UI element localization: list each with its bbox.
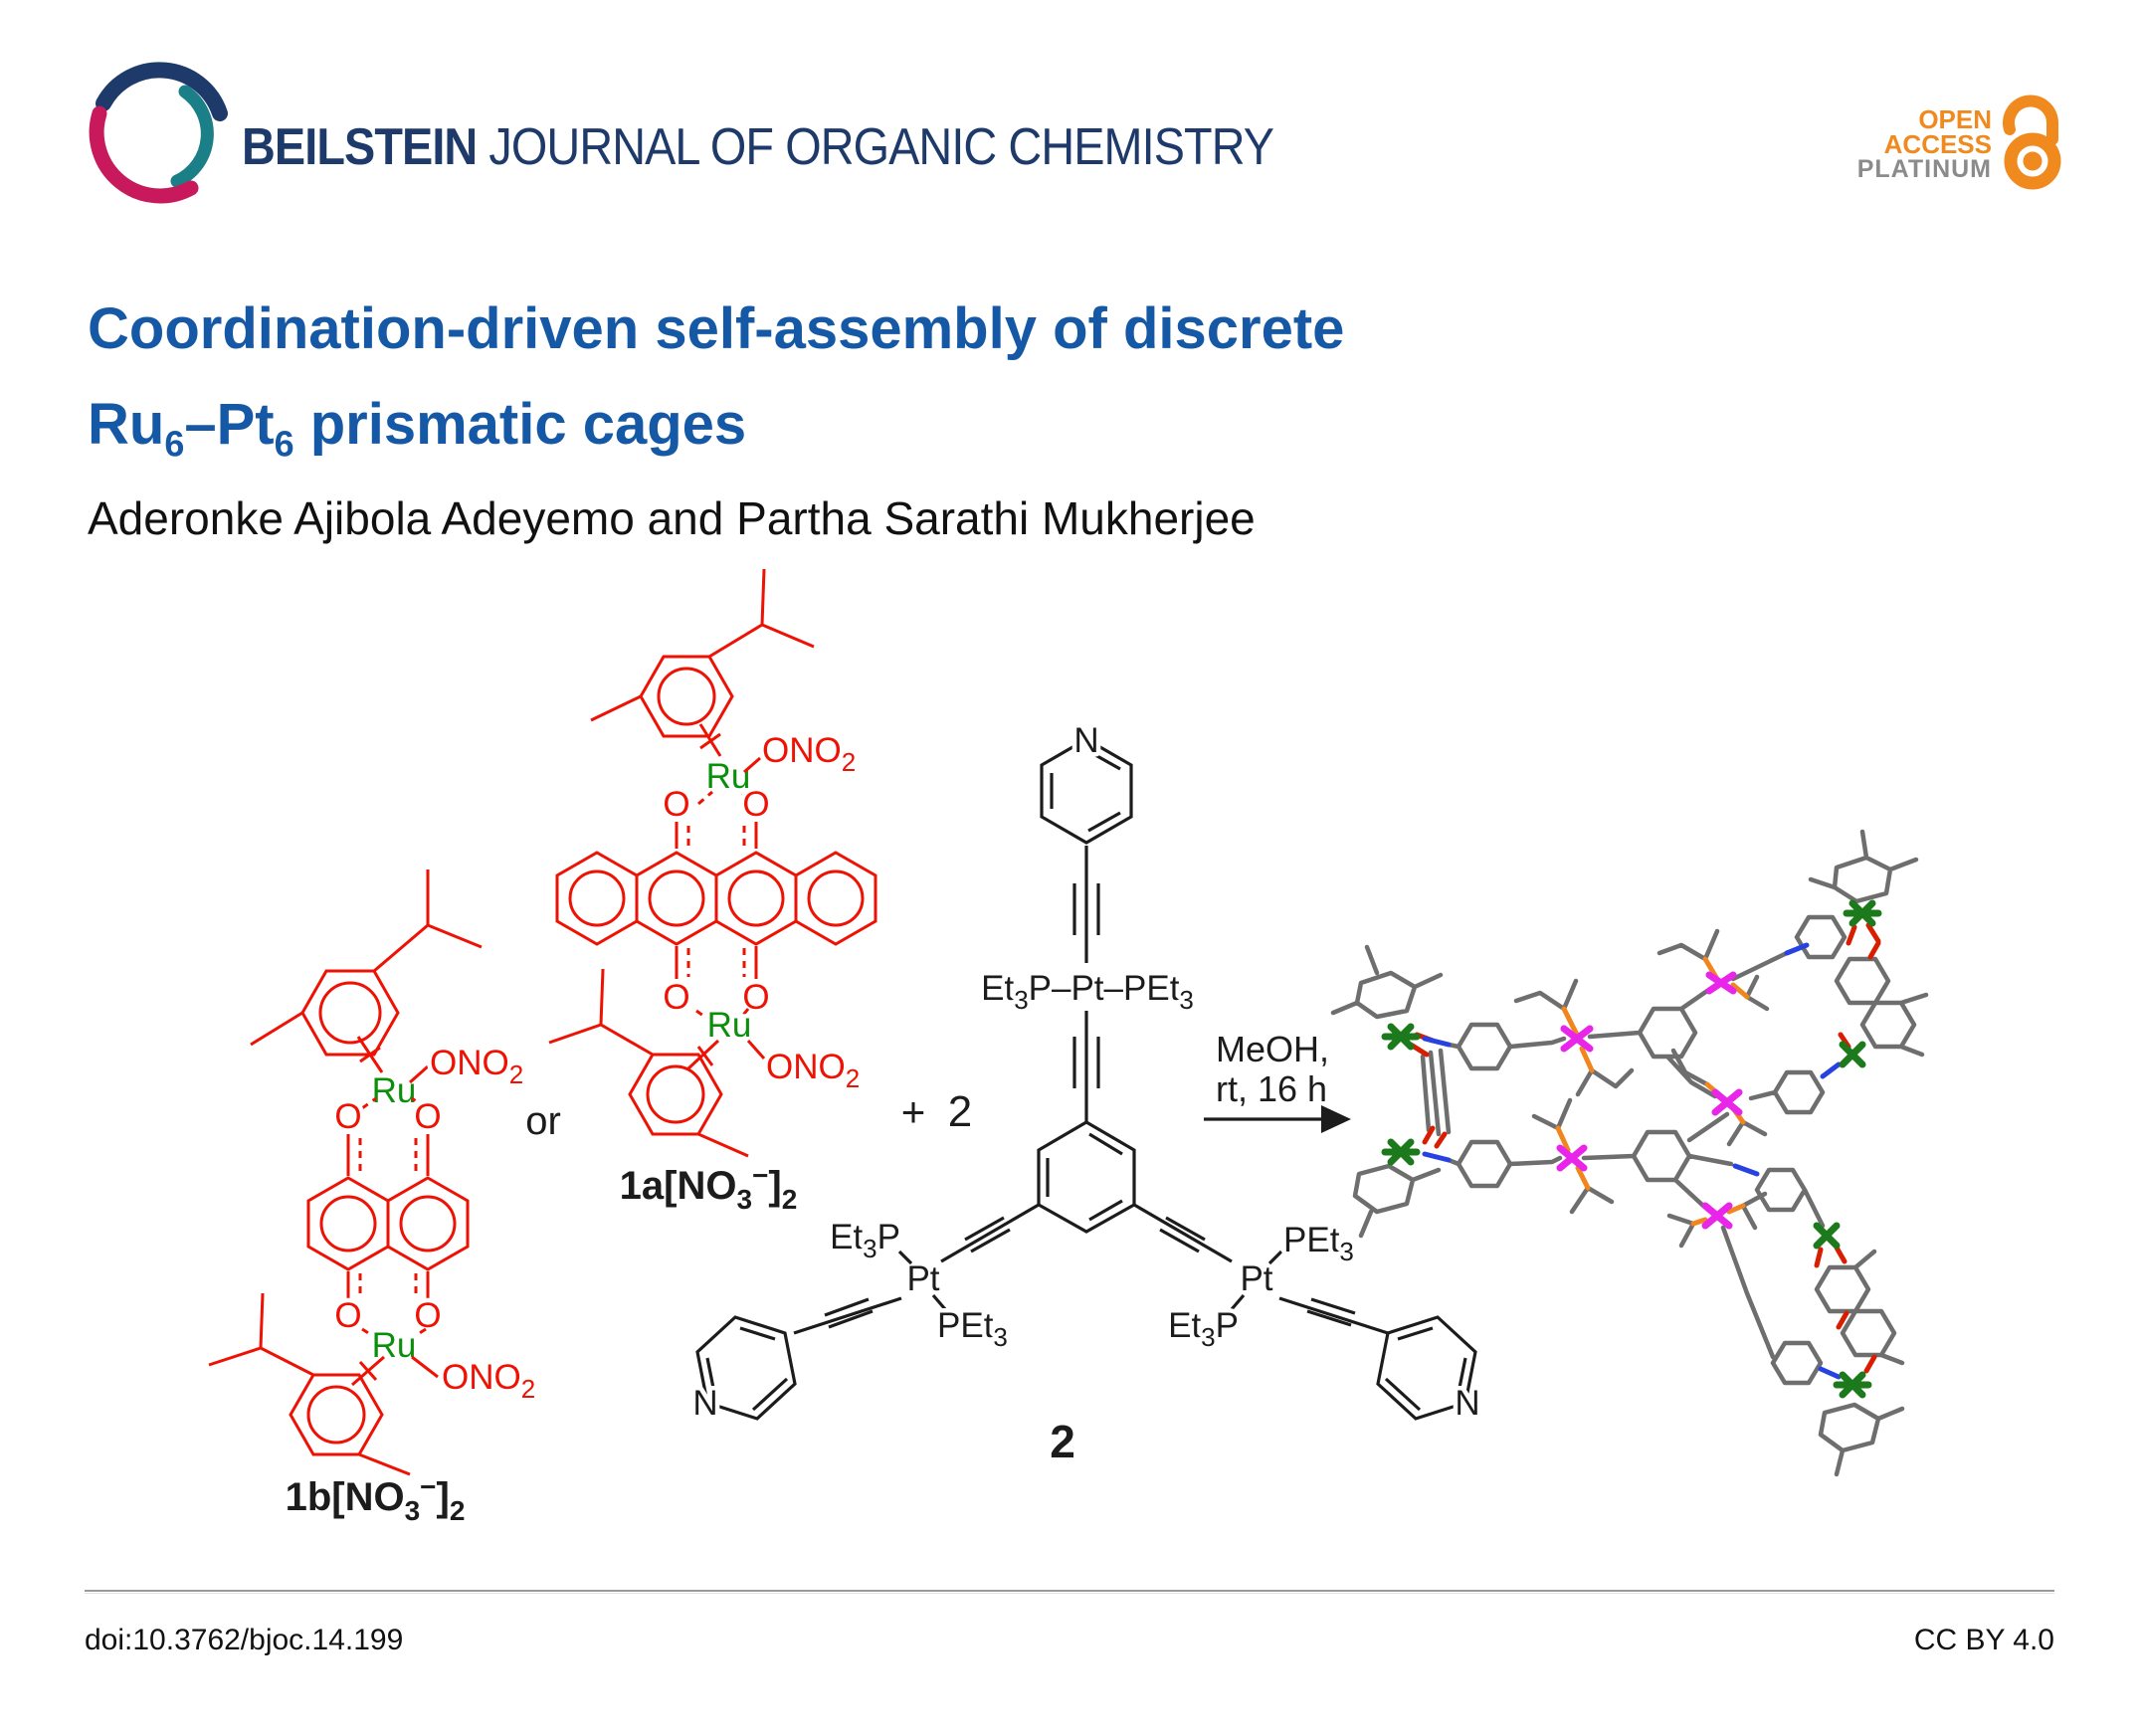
compound-2-label: 2 — [1050, 1416, 1075, 1467]
ru-atom-label: Ru — [707, 1006, 752, 1045]
swirl-crimson-arc — [89, 105, 199, 204]
oxygen-atom-label: O — [663, 785, 689, 824]
journal-name-bold: BEILSTEIN — [242, 118, 478, 176]
pyridine-n-label: N — [1455, 1384, 1479, 1423]
article-title: Coordination-driven self-assembly of dis… — [88, 282, 1779, 473]
nitrate-label: ONO2 — [442, 1358, 535, 1404]
journal-name-rest: JOURNAL OF ORGANIC CHEMISTRY — [477, 118, 1274, 176]
compound-1a-label: 1a[NO3−]2 — [620, 1160, 798, 1215]
phosphine-pet3-label: PEt3 — [937, 1306, 1008, 1352]
open-lock-icon — [2003, 95, 2061, 190]
plus-sign: + — [901, 1088, 926, 1135]
swirl-navy-arc — [96, 62, 228, 121]
pyridine-n-label: N — [1073, 721, 1098, 760]
oxygen-atom-label: O — [334, 1097, 361, 1136]
nitrate-label: ONO2 — [430, 1044, 523, 1089]
phosphine-pet3-label: PEt3 — [1283, 1221, 1354, 1266]
ru-atom-label: Ru — [372, 1071, 417, 1110]
nitrate-label: ONO2 — [762, 731, 856, 777]
license-text: CC BY 4.0 — [1913, 1624, 2054, 1656]
trans-pt-phosphine-label: Et3P–Pt–PEt3 — [981, 969, 1194, 1015]
oxygen-atom-label: O — [663, 978, 689, 1017]
crystal-structure-cage — [1330, 829, 1929, 1477]
open-access-badge: OPEN ACCESS PLATINUM — [1751, 104, 1992, 183]
arrowhead — [1321, 1105, 1351, 1133]
phosphine-et3p-label: Et3P — [830, 1218, 900, 1263]
authors-line: Aderonke Ajibola Adeyemo and Partha Sara… — [88, 492, 1256, 544]
swirl-teal-arc — [170, 85, 214, 188]
stoichiometry-2: 2 — [948, 1087, 972, 1136]
open-access-line3: PLATINUM — [1856, 155, 1992, 183]
pt-atom-label: Pt — [906, 1259, 939, 1298]
beilstein-swirl-logo — [89, 62, 228, 204]
oxygen-atom-label: O — [414, 1296, 441, 1335]
journal-name: BEILSTEIN JOURNAL OF ORGANIC CHEMISTRY — [242, 117, 1388, 177]
conditions-time: rt, 16 h — [1216, 1068, 1327, 1109]
open-access-line2: ACCESS — [1883, 129, 1992, 159]
compound-1b-label: 1b[NO3−]2 — [286, 1471, 466, 1526]
pyridine-n-label: N — [692, 1384, 717, 1423]
oxygen-atom-label: O — [414, 1097, 441, 1136]
oxygen-atom-label: O — [334, 1296, 361, 1335]
open-access-line1: OPEN — [1918, 104, 1992, 134]
or-text: or — [525, 1099, 561, 1143]
reaction-arrow: MeOH, rt, 16 h — [1204, 1029, 1351, 1133]
doi-text: doi:10.3762/bjoc.14.199 — [85, 1624, 404, 1656]
compound-2-structure: N Et3P–Pt–PEt3 Pt Et3P PEt3 N Pt PEt3 Et… — [688, 717, 1484, 1468]
ru-atom-label: Ru — [372, 1326, 417, 1365]
complex-1b-structure: Ru ONO2 O O O O Ru ONO2 1b[NO3−]2 — [208, 869, 540, 1526]
complex-1a-structure: Ru ONO2 O O O O Ru ONO2 1a[NO3−]2 — [548, 568, 877, 1215]
title-line1: Coordination-driven self-assembly of dis… — [88, 296, 1345, 361]
conditions-solvent: MeOH, — [1216, 1029, 1329, 1069]
footer-divider — [85, 1590, 2054, 1594]
nitrate-label: ONO2 — [766, 1048, 860, 1093]
phosphine-et3p-label: Et3P — [1168, 1306, 1239, 1352]
title-line2: Ru6–Pt6 prismatic cages — [88, 392, 747, 465]
pt-atom-label: Pt — [1240, 1259, 1272, 1298]
oxygen-atom-label: O — [742, 785, 769, 824]
